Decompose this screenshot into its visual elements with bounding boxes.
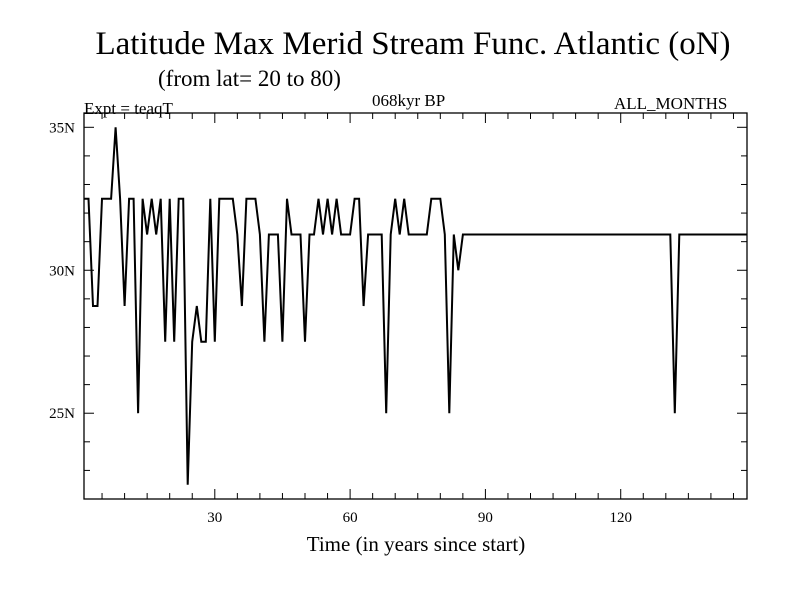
series-group: [84, 127, 747, 485]
x-tick-label: 30: [207, 510, 222, 526]
months-label: ALL_MONTHS: [614, 94, 728, 113]
x-axis-label: Time (in years since start): [306, 532, 526, 556]
x-tick-label: 120: [609, 510, 632, 526]
x-tick-label: 90: [478, 510, 493, 526]
plot-frame: [83, 112, 748, 500]
y-tick-label: 25N: [49, 406, 75, 422]
x-tick-label: 60: [343, 510, 358, 526]
series-line-0: [84, 127, 747, 485]
axis-tick-labels: 30 60 90 120 25N 30N 35N: [49, 120, 632, 526]
chart-title: Latitude Max Merid Stream Func. Atlantic…: [95, 26, 731, 62]
y-tick-label: 35N: [49, 120, 75, 136]
period-label: 068kyr BP: [372, 91, 446, 110]
chart-subtitle: (from lat= 20 to 80): [158, 66, 341, 91]
y-tick-label: 30N: [49, 263, 75, 279]
axis-ticks: [84, 113, 747, 500]
